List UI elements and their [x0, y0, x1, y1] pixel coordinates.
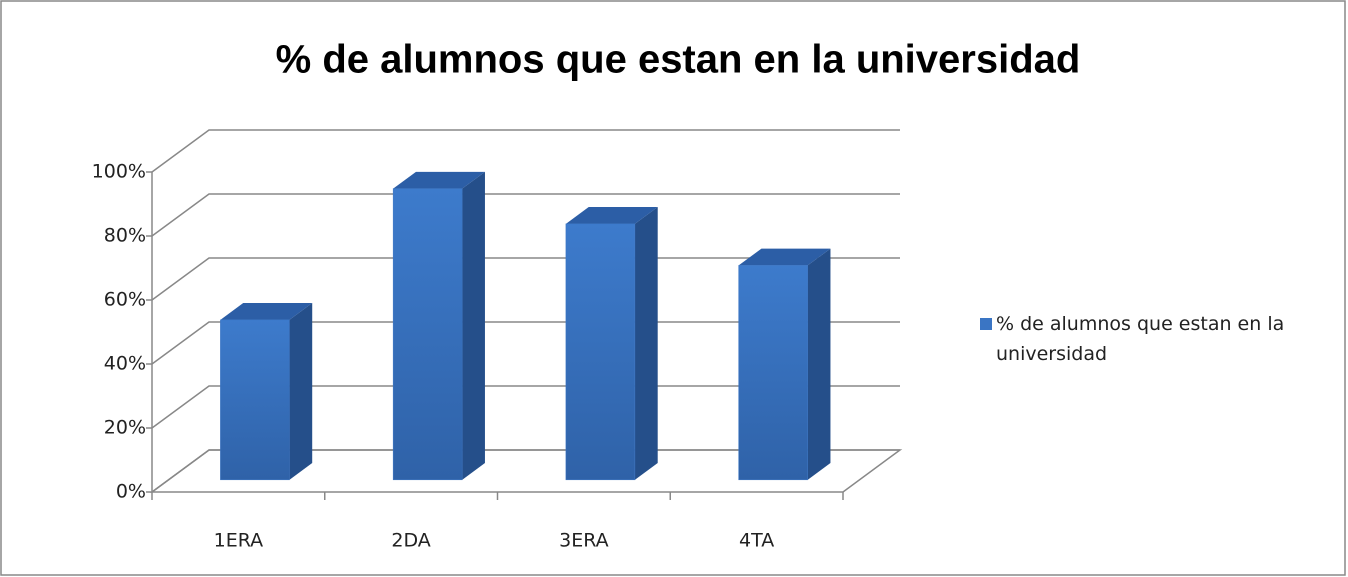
grid-line — [151, 449, 900, 493]
bar — [565, 223, 636, 481]
y-tick-label: 40% — [104, 353, 146, 375]
bar-side — [634, 207, 658, 480]
x-tick-label: 4TA — [739, 530, 774, 552]
x-tick-label: 3ERA — [559, 530, 609, 552]
chart-title: % de alumnos que estan en la universidad — [276, 38, 1081, 82]
bar-top — [220, 303, 313, 320]
y-tick-label: 60% — [104, 289, 146, 311]
bar — [392, 188, 463, 481]
bar-side — [289, 303, 313, 480]
legend-label: % de alumnos que estan en la universidad — [996, 313, 1285, 365]
bar-top — [393, 171, 485, 189]
grid-line — [151, 385, 900, 429]
legend: % de alumnos que estan en la universidad — [980, 309, 1320, 369]
bar-top — [738, 248, 831, 266]
y-tick-label: 0% — [116, 481, 146, 503]
y-tick-label: 80% — [104, 225, 146, 247]
bar-side — [462, 171, 485, 480]
y-tick-label: 20% — [104, 417, 146, 439]
x-tick-label: 1ERA — [214, 530, 264, 552]
legend-key — [980, 318, 992, 330]
y-tick-label: 100% — [92, 161, 146, 183]
bar — [738, 265, 808, 481]
x-tick-label: 2DA — [391, 530, 430, 552]
grid-line — [151, 257, 900, 301]
grid-line — [151, 321, 900, 365]
grid-line — [151, 129, 900, 173]
bar-top — [565, 207, 658, 224]
bar-side — [807, 248, 831, 480]
bar — [220, 319, 290, 481]
grid-line — [151, 193, 900, 237]
